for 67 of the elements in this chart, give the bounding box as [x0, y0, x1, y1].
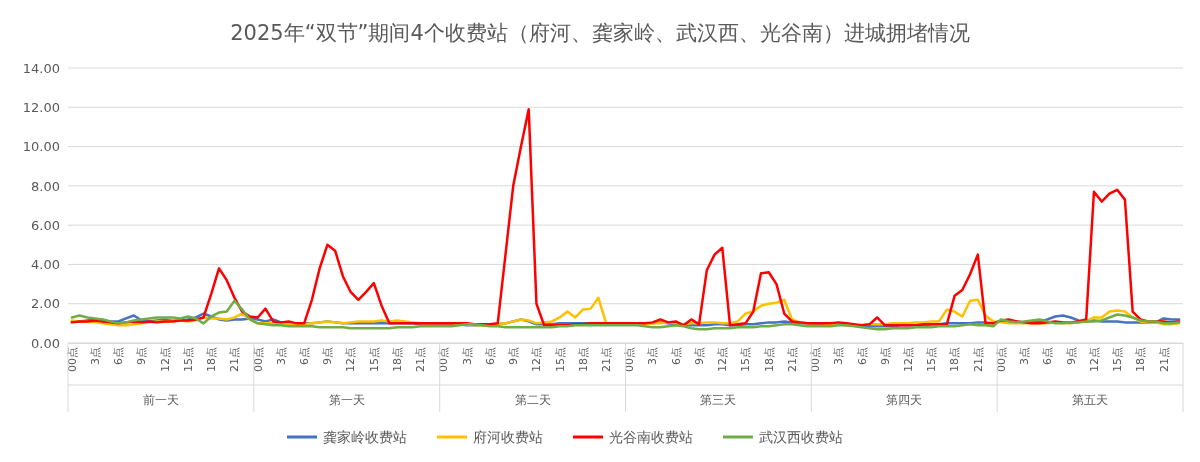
x-tick-label: 21点 [599, 347, 613, 372]
x-tick-label: 6点 [1041, 347, 1055, 365]
x-tick-label: 12点 [716, 347, 730, 372]
y-tick-label: 6.00 [31, 217, 60, 233]
x-tick-label: 18点 [390, 347, 404, 372]
x-tick-label: 3点 [832, 347, 846, 365]
x-tick-label: 6点 [483, 347, 497, 365]
x-tick-label: 9点 [1064, 347, 1078, 365]
text: 第二天 [514, 393, 551, 407]
x-tick-label: 12点 [530, 347, 544, 372]
x-tick-label: 15点 [1111, 347, 1125, 372]
text: 第四天 [886, 393, 923, 407]
x-tick-label: 3点 [274, 347, 288, 365]
y-tick-label: 4.00 [31, 257, 60, 273]
x-tick-label: 3点 [646, 347, 660, 365]
legend-label: 府河收费站 [473, 429, 543, 445]
x-tick-label: 9点 [321, 347, 335, 365]
x-tick-label: 00点 [65, 347, 79, 372]
x-tick-label: 18点 [762, 347, 776, 372]
text: 第一天 [328, 393, 365, 407]
x-tick-label: 9点 [692, 347, 706, 365]
legend-label: 光谷南收费站 [609, 429, 693, 445]
y-tick-label: 2.00 [31, 296, 60, 312]
x-tick-label: 15点 [925, 347, 939, 372]
x-tick-label: 9点 [135, 347, 149, 365]
x-tick-label: 15点 [181, 347, 195, 372]
y-tick-label: 0.00 [31, 335, 60, 351]
x-tick-label: 3点 [88, 347, 102, 365]
line-series [70, 108, 1181, 327]
x-tick-label: 6点 [669, 347, 683, 365]
x-tick-label: 21点 [1157, 347, 1171, 372]
x-tick-label: 15点 [739, 347, 753, 372]
x-tick-label: 18点 [948, 347, 962, 372]
x-tick-label: 12点 [158, 347, 172, 372]
y-tick-label: 12.00 [22, 99, 60, 115]
legend-label: 龚家岭收费站 [323, 429, 407, 445]
x-tick-label: 21点 [228, 347, 242, 372]
x-tick-label: 3点 [460, 347, 474, 365]
x-tick-label: 12点 [344, 347, 358, 372]
text: 前一天 [142, 393, 179, 407]
x-tick-label: 00点 [994, 347, 1008, 372]
x-tick-label: 9点 [878, 347, 892, 365]
x-tick-label: 00点 [437, 347, 451, 372]
x-tick-label: 21点 [971, 347, 985, 372]
x-tick-label: 00点 [251, 347, 265, 372]
x-tick-label: 9点 [507, 347, 521, 365]
x-tick-label: 15点 [553, 347, 567, 372]
x-tick-label: 12点 [1087, 347, 1101, 372]
x-tick-label: 18点 [205, 347, 219, 372]
text: 第三天 [700, 393, 737, 407]
x-tick-label: 3点 [1018, 347, 1032, 365]
x-tick-label: 18点 [576, 347, 590, 372]
x-tick-label: 21点 [414, 347, 428, 372]
chart-title: 2025年“双节”期间4个收费站（府河、龚家岭、武汉西、光谷南）进城拥堵情况 [230, 21, 970, 45]
text: 第五天 [1072, 393, 1109, 407]
x-tick-label: 21点 [785, 347, 799, 372]
x-tick-label: 6点 [112, 347, 126, 365]
y-tick-label: 8.00 [31, 178, 60, 194]
x-tick-label: 6点 [855, 347, 869, 365]
y-tick-label: 14.00 [22, 60, 60, 76]
x-tick-label: 18点 [1134, 347, 1148, 372]
y-tick-label: 10.00 [22, 139, 60, 155]
x-tick-label: 15点 [367, 347, 381, 372]
x-tick-label: 00点 [809, 347, 823, 372]
x-tick-label: 6点 [298, 347, 312, 365]
legend-label: 武汉西收费站 [759, 429, 843, 445]
x-tick-label: 12点 [901, 347, 915, 372]
